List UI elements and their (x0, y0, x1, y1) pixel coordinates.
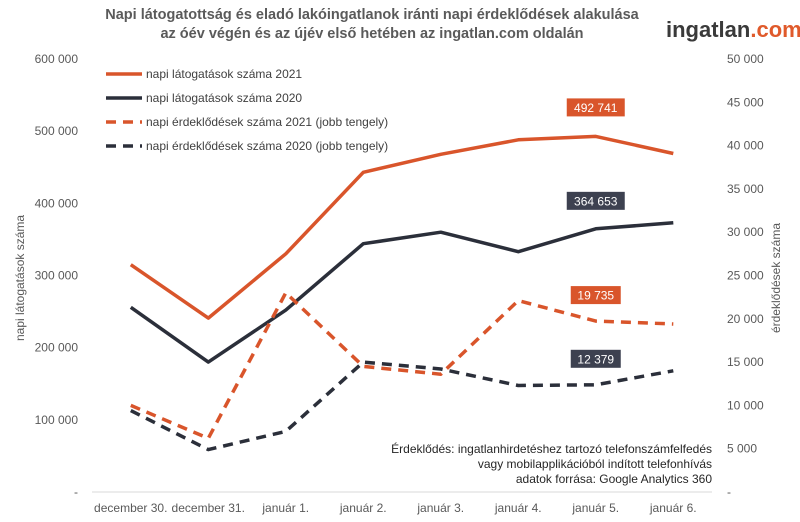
y-tick-label: 400 000 (35, 196, 79, 210)
y2-tick-label: 40 000 (727, 139, 764, 153)
x-tick-label: január 4. (494, 501, 542, 515)
series-line-3 (130, 291, 674, 441)
x-tick-label: január 6. (649, 501, 697, 515)
source-note: Érdeklődés: ingatlanhirdetéshez tartozó … (391, 441, 712, 486)
series-line-2 (129, 221, 674, 364)
y2-tick-label: 35 000 (727, 182, 764, 196)
note-line2: vagy mobilapplikációból indított telefon… (478, 457, 712, 471)
y2-tick-label: - (727, 485, 731, 499)
svg-text:ingatlan.com: ingatlan.com (666, 17, 800, 42)
y2-tick-label: 50 000 (727, 52, 764, 66)
data-label-box (570, 349, 621, 368)
x-tick-label: január 5. (571, 501, 619, 515)
y2-tick-label: 15 000 (727, 355, 764, 369)
data-label: 19 735 (577, 289, 614, 303)
data-label: 492 741 (574, 101, 618, 115)
logo-part-com: .com (750, 17, 800, 42)
y-tick-label: - (74, 485, 78, 499)
note-line1: Érdeklődés: ingatlanhirdetéshez tartozó … (391, 441, 712, 456)
chart-title-line2: az óév végén és az újév első hetében az … (160, 26, 583, 42)
x-tick-label: december 31. (172, 501, 245, 515)
logo-part-ingatlan: ingatlan (666, 17, 750, 42)
y2-tick-label: 10 000 (727, 398, 764, 412)
y-tick-label: 600 000 (35, 52, 79, 66)
y2-tick-label: 30 000 (727, 225, 764, 239)
y2-tick-label: 5 000 (727, 442, 757, 456)
y-tick-label: 500 000 (35, 124, 79, 138)
y-axis-left: - 100 000 200 000 300 000 400 000 500 000 600 … (35, 52, 79, 499)
legend: napi látogatások száma 2021 napi látogatá… (106, 67, 388, 153)
data-label: 364 653 (574, 194, 618, 208)
data-label-box (570, 286, 621, 305)
legend-label: napi érdeklődések száma 2021 (jobb tenge… (146, 115, 388, 129)
data-label: 12 379 (577, 352, 614, 366)
legend-label: napi látogatások száma 2021 (146, 67, 302, 81)
y-tick-label: 200 000 (35, 341, 79, 355)
data-labels: 492 741 364 653 19 735 12 379 (566, 98, 625, 368)
x-axis: december 30. december 31. január 1. január … (94, 501, 697, 515)
x-tick-label: január 2. (339, 501, 387, 515)
legend-label: napi látogatások száma 2020 (146, 91, 302, 105)
series-line-4 (130, 360, 674, 452)
logo: ingatlan.com (666, 17, 800, 42)
y2-tick-label: 45 000 (727, 95, 764, 109)
data-label-box (566, 191, 625, 210)
chart-title: Napi látogatottság és eladó lakóingatlan… (105, 7, 639, 42)
y2-tick-label: 25 000 (727, 269, 764, 283)
y-axis-label: napi látogatások száma (13, 215, 27, 341)
series-lines (129, 134, 674, 452)
legend-label: napi érdeklődések száma 2020 (jobb tenge… (146, 139, 388, 153)
x-tick-label: január 3. (416, 501, 464, 515)
y-tick-label: 100 000 (35, 413, 79, 427)
series-line-1 (129, 134, 674, 320)
note-line3: adatok forrása: Google Analytics 360 (516, 472, 712, 486)
x-tick-label: december 30. (94, 501, 167, 515)
data-label-box (566, 98, 625, 117)
x-tick-label: január 1. (261, 501, 309, 515)
y-tick-label: 300 000 (35, 269, 79, 283)
y-axis-right: - 5 000 10 000 15 000 20 000 25 000 30 000 35 0… (727, 52, 764, 499)
y2-tick-label: 20 000 (727, 312, 764, 326)
y2-axis-label: érdeklődések száma (769, 223, 783, 333)
chart-title-line1: Napi látogatottság és eladó lakóingatlan… (105, 7, 639, 23)
